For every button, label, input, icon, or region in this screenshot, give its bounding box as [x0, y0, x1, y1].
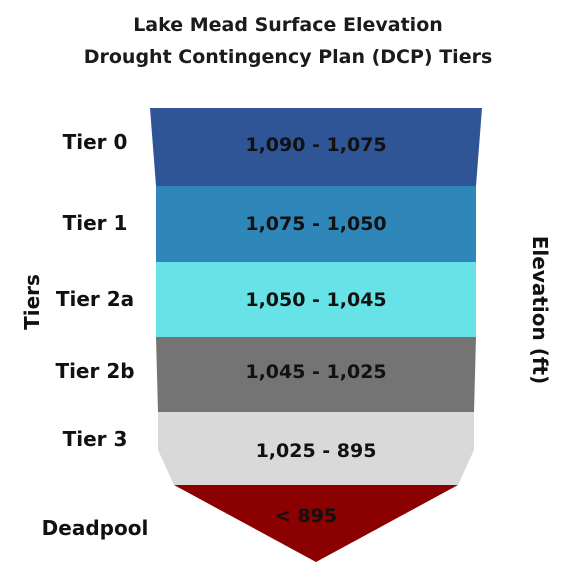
tier-2a-band [156, 262, 476, 337]
deadpool-band [174, 485, 458, 562]
tier-label-tier-2a: Tier 2a [55, 287, 135, 311]
tier-label-tier-3: Tier 3 [62, 427, 128, 451]
tier-label-deadpool: Deadpool [41, 516, 149, 540]
tier-2a-range: 1,050 - 1,045 [245, 289, 386, 311]
tier-3-range: 1,025 - 895 [256, 440, 377, 462]
tier-0-band [150, 108, 482, 186]
tier-3-band [158, 412, 474, 485]
tier-label-tier-1: Tier 1 [62, 211, 128, 235]
tier-1-band [156, 186, 476, 262]
chart-subtitle: Drought Contingency Plan (DCP) Tiers [83, 46, 493, 68]
tier-1-range: 1,075 - 1,050 [245, 213, 386, 235]
tier-2b-band [156, 337, 476, 412]
tier-label-tier-2b: Tier 2b [55, 359, 135, 383]
tier-2b-range: 1,045 - 1,025 [245, 361, 386, 383]
tier-0-range: 1,090 - 1,075 [245, 134, 386, 156]
deadpool-range: < 895 [275, 505, 337, 527]
tier-label-tier-0: Tier 0 [62, 130, 128, 154]
chart-title: Lake Mead Surface Elevation [133, 14, 443, 36]
